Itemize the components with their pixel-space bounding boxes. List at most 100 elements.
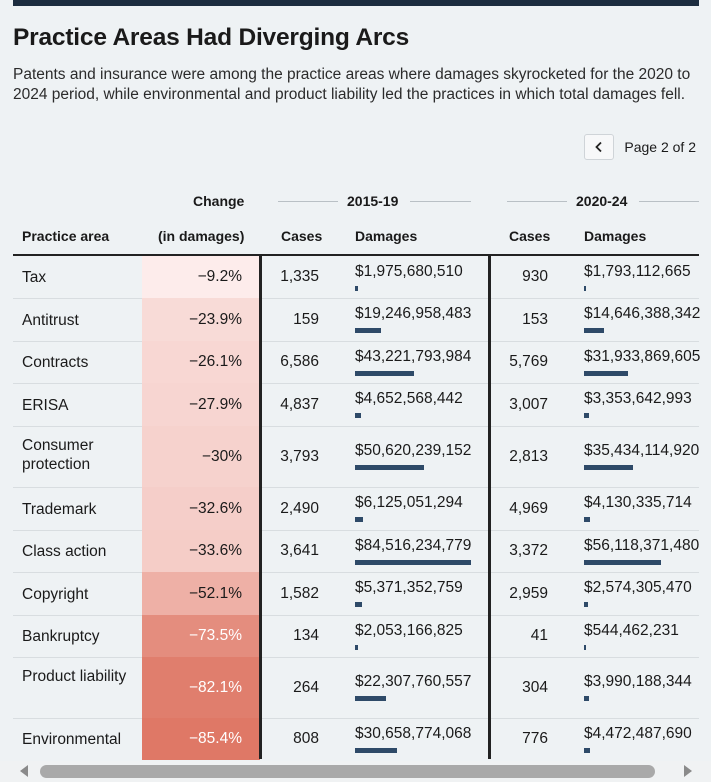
scroll-right-arrow-icon[interactable] <box>684 765 692 777</box>
cases-2020-24: 153 <box>522 310 548 328</box>
column-header-damages-2015: Damages <box>355 228 418 244</box>
damages-bar-2020-24 <box>584 602 588 607</box>
cases-2020-24: 3,372 <box>509 542 548 559</box>
damages-2020-24: $3,990,188,344 <box>584 673 692 690</box>
chart-subtitle: Patents and insurance were among the pra… <box>13 66 691 103</box>
row-divider <box>13 426 699 427</box>
damages-2015-19: $50,620,239,152 <box>355 442 472 459</box>
practice-area-name: Tax <box>22 269 47 286</box>
row-divider <box>13 383 699 384</box>
change-heat-cell: −33.6% <box>142 530 260 572</box>
damages-bar-2015-19 <box>355 560 471 565</box>
table-row: −23.9% Antitrust 159 $19,246,958,483 153 $14,… <box>13 298 701 341</box>
practice-area-name: Product liability <box>22 668 127 685</box>
cases-2020-24: 5,769 <box>509 353 548 370</box>
damages-bar-2015-19 <box>355 465 424 470</box>
change-group-header: Change <box>193 193 245 209</box>
practice-area-name: Class action <box>22 543 107 560</box>
cases-2020-24: 2,959 <box>509 584 548 602</box>
damages-2015-19: $2,053,166,825 <box>355 622 463 639</box>
damages-2015-19: $5,371,352,759 <box>355 579 463 596</box>
row-divider <box>13 572 699 573</box>
change-value: −26.1% <box>188 353 242 370</box>
scroll-left-arrow-icon[interactable] <box>20 765 28 777</box>
cases-2020-24: 4,969 <box>509 499 548 517</box>
damages-2015-19: $6,125,051,294 <box>355 494 463 511</box>
cases-2015-19: 1,335 <box>280 268 319 285</box>
chart-title: Practice Areas Had Diverging Arcs <box>13 24 410 51</box>
damages-bar-2020-24 <box>584 371 628 376</box>
row-divider <box>13 657 699 658</box>
damages-2020-24: $1,793,112,665 <box>584 263 691 280</box>
chevron-left-icon <box>595 141 603 153</box>
row-divider <box>13 298 699 299</box>
damages-2015-19: $43,221,793,984 <box>355 348 472 365</box>
period1-group-header: 2015-19 <box>347 193 399 209</box>
damages-bar-2015-19 <box>355 748 397 753</box>
damages-bar-2020-24 <box>584 517 590 522</box>
cases-2015-19: 264 <box>293 678 319 696</box>
damages-2015-19: $30,658,774,068 <box>355 725 472 742</box>
change-value: −85.4% <box>188 730 242 747</box>
cases-2020-24: 3,007 <box>509 395 548 413</box>
change-heat-cell: −23.9% <box>142 298 260 341</box>
change-heat-cell: −85.4% <box>142 718 260 760</box>
damages-2020-24: $3,353,642,993 <box>584 390 692 407</box>
previous-page-button[interactable] <box>584 134 615 160</box>
change-value: −33.6% <box>188 542 242 559</box>
damages-bar-2020-24 <box>584 696 589 701</box>
cases-2015-19: 134 <box>293 627 319 644</box>
change-value: −27.9% <box>188 395 242 413</box>
damages-bar-2015-19 <box>355 328 381 333</box>
damages-2020-24: $4,130,335,714 <box>584 494 692 511</box>
cases-2015-19: 2,490 <box>280 499 319 517</box>
period2-group-header: 2020-24 <box>576 193 628 209</box>
damages-2020-24: $35,434,114,920 <box>584 442 700 459</box>
table-row: −73.5% Bankruptcy 134 $2,053,166,825 41 $544,… <box>13 615 699 657</box>
change-heat-cell: −9.2% <box>142 256 260 298</box>
damages-bar-2020-24 <box>584 413 589 418</box>
practice-area-name: Contracts <box>22 354 89 371</box>
damages-2020-24: $14,646,388,342 <box>584 305 701 322</box>
table-row: −27.9% ERISA 4,837 $4,652,568,442 3,007 $3,35… <box>13 383 699 426</box>
change-value: −52.1% <box>188 584 242 602</box>
change-heat-cell: −32.6% <box>142 487 260 530</box>
damages-2015-19: $19,246,958,483 <box>355 305 472 322</box>
damages-bar-2020-24 <box>584 465 633 470</box>
table-row: −30% Consumer protection 3,793 $50,620,239,… <box>13 426 699 487</box>
damages-bar-2015-19 <box>355 517 363 522</box>
row-divider <box>13 615 699 616</box>
row-divider <box>13 530 699 531</box>
cases-2020-24: 304 <box>522 678 548 696</box>
damages-2015-19: $4,652,568,442 <box>355 390 463 407</box>
horizontal-scrollbar[interactable] <box>0 761 711 782</box>
damages-2020-24: $31,933,869,605 <box>584 348 701 365</box>
scrollbar-thumb[interactable] <box>40 765 655 778</box>
damages-bar-2015-19 <box>355 645 358 650</box>
row-divider <box>13 718 699 719</box>
change-heat-cell: −26.1% <box>142 341 260 383</box>
damages-2020-24: $56,118,371,480 <box>584 537 700 554</box>
table-row: −82.1% Product liability 264 $22,307,760,55… <box>13 657 699 718</box>
practice-area-name: Consumer protection <box>22 437 94 473</box>
change-heat-cell: −52.1% <box>142 572 260 615</box>
divider-change <box>259 254 262 759</box>
practice-area-name: ERISA <box>22 396 69 414</box>
change-heat-cell: −30% <box>142 426 260 487</box>
column-header-cases-2020: Cases <box>509 228 551 244</box>
damages-2020-24: $544,462,231 <box>584 622 679 639</box>
damages-bar-2015-19 <box>355 286 358 291</box>
table-row: −9.2% Tax 1,335 $1,975,680,510 930 $1,793,112… <box>13 256 699 298</box>
cases-2020-24: 930 <box>522 268 548 285</box>
damages-bar-2015-19 <box>355 413 361 418</box>
practice-area-name: Antitrust <box>22 311 79 329</box>
period2-rule-left <box>507 201 567 202</box>
damages-bar-2020-24 <box>584 748 590 753</box>
cases-2020-24: 41 <box>530 627 548 644</box>
cases-2015-19: 3,641 <box>280 542 319 559</box>
change-value: −9.2% <box>197 268 242 285</box>
row-divider <box>13 341 699 342</box>
change-value: −32.6% <box>188 499 242 517</box>
top-accent-bar <box>13 0 699 6</box>
change-value: −30% <box>201 447 242 465</box>
